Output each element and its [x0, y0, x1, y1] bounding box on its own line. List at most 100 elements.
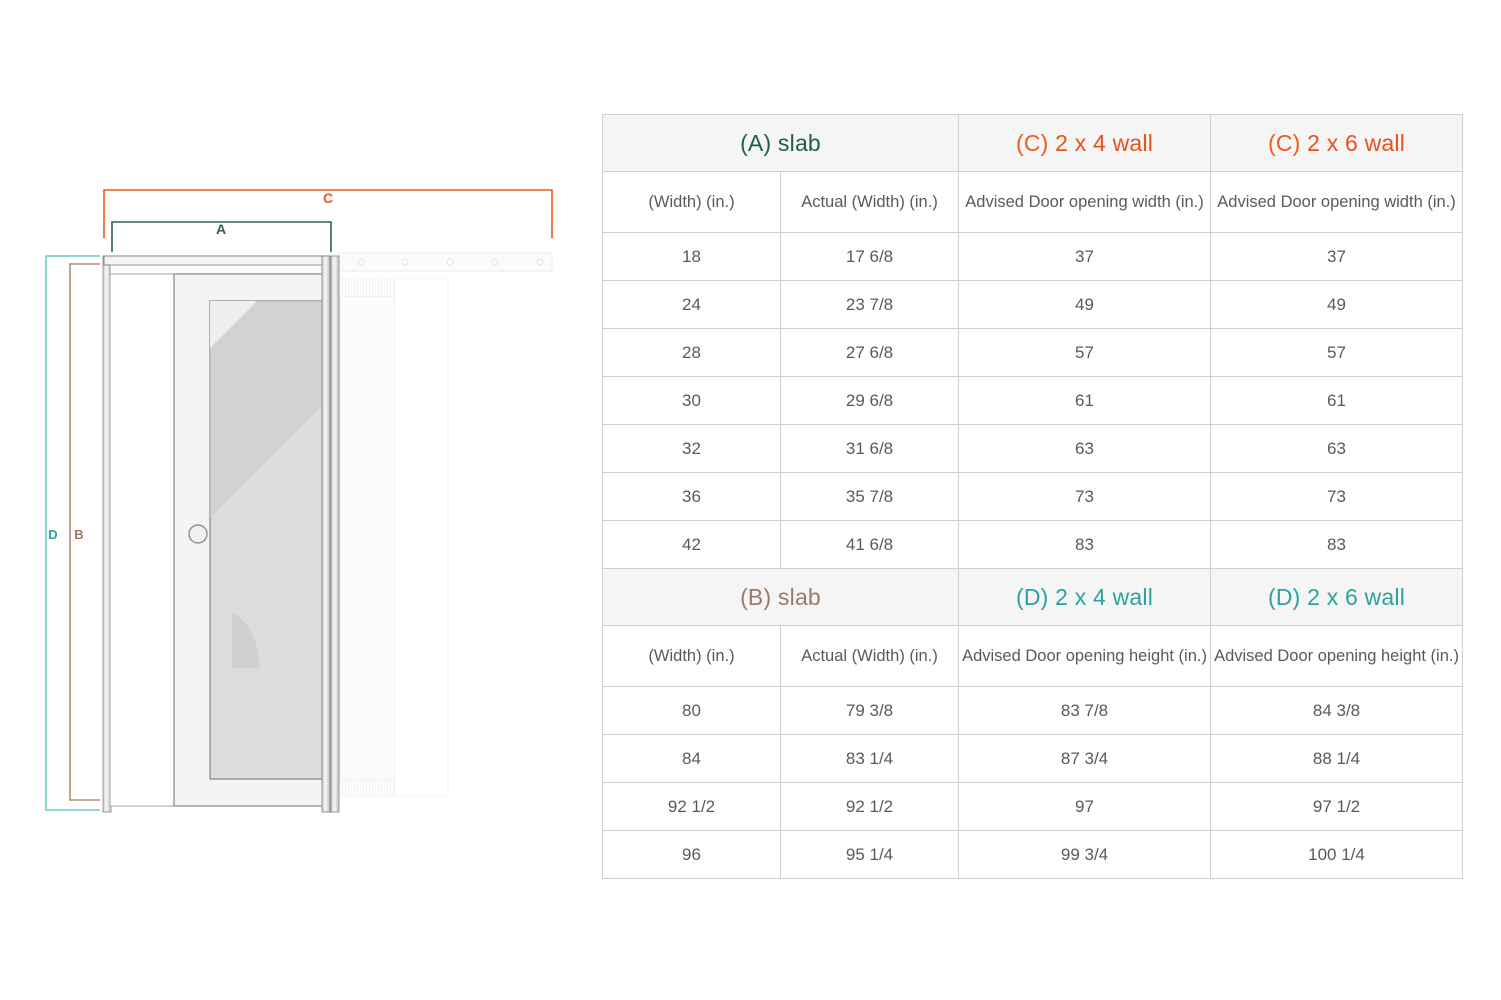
height-block-column-header-2: Advised Door opening height (in.)	[958, 625, 1212, 687]
width-block-group-header-1: (C) 2 x 4 wall	[958, 114, 1212, 172]
track-roller-icon	[401, 258, 409, 266]
table-cell: 57	[958, 328, 1212, 377]
dimension-label-a: A	[216, 221, 226, 237]
width-block-column-header-2: Advised Door opening width (in.)	[958, 171, 1212, 233]
height-block-group-header-row: (B) slab (D) 2 x 4 wall (D) 2 x 6 wall	[601, 568, 1464, 626]
table-cell: 35 7/8	[779, 472, 960, 521]
table-row: 32 31 6/8 63 63	[602, 424, 1464, 473]
table-cell: 63	[1210, 424, 1464, 473]
door-pull-handle-icon	[188, 524, 208, 544]
table-cell: 63	[958, 424, 1212, 473]
table-cell: 80	[602, 686, 781, 735]
dimension-bracket-c: C	[103, 189, 553, 238]
dimension-bracket-d: D	[45, 255, 100, 811]
table-cell: 49	[958, 280, 1212, 329]
group-header-tag: (A)	[740, 129, 772, 156]
height-block-group-header-2: (D) 2 x 6 wall	[1210, 568, 1464, 626]
pocket-door-svg: C A D B	[45, 189, 553, 813]
table-cell: 27 6/8	[779, 328, 960, 377]
table-cell: 84 3/8	[1210, 686, 1464, 735]
height-block-column-header-3: Advised Door opening height (in.)	[1210, 625, 1464, 687]
table-row: 84 83 1/4 87 3/4 88 1/4	[602, 734, 1464, 783]
group-header-tag: (D)	[1016, 583, 1049, 610]
table-cell: 79 3/8	[779, 686, 960, 735]
width-block-group-header-0: (A) slab	[601, 114, 960, 172]
table-cell: 61	[1210, 376, 1464, 425]
dimension-bracket-b: B	[69, 263, 100, 801]
group-header-tag: (D)	[1268, 583, 1301, 610]
track-roller-icon	[357, 258, 365, 266]
spec-table-body: (A) slab (C) 2 x 4 wall (C) 2 x 6 wall (Wid…	[601, 114, 1464, 879]
table-cell: 42	[602, 520, 781, 569]
width-block-column-header-1: Actual (Width) (in.)	[779, 171, 960, 233]
door-head-jamb	[103, 255, 332, 275]
table-cell: 61	[958, 376, 1212, 425]
table-cell: 97	[958, 782, 1212, 831]
glass-lite-panel	[209, 300, 330, 780]
table-row: 18 17 6/8 37 37	[602, 232, 1464, 281]
table-cell: 37	[958, 232, 1212, 281]
table-cell: 29 6/8	[779, 376, 960, 425]
table-cell: 97 1/2	[1210, 782, 1464, 831]
group-header-tag: (C)	[1016, 129, 1049, 156]
table-row: 92 1/2 92 1/2 97 97 1/2	[602, 782, 1464, 831]
table-cell: 49	[1210, 280, 1464, 329]
group-header-text: slab	[771, 129, 821, 156]
group-header-text: slab	[771, 583, 821, 610]
group-header-text: 2 x 4 wall	[1048, 129, 1154, 156]
group-header-text: 2 x 6 wall	[1300, 583, 1406, 610]
door-opening-interior	[109, 273, 175, 807]
track-roller-icon	[446, 258, 454, 266]
width-block-group-header-row: (A) slab (C) 2 x 4 wall (C) 2 x 6 wall	[601, 114, 1464, 172]
height-block-column-header-0: (Width) (in.)	[602, 625, 781, 687]
table-cell: 36	[602, 472, 781, 521]
table-cell: 30	[602, 376, 781, 425]
table-cell: 88 1/4	[1210, 734, 1464, 783]
table-cell: 96	[602, 830, 781, 879]
table-cell: 92 1/2	[602, 782, 781, 831]
table-cell: 83	[958, 520, 1212, 569]
dimension-bracket-a: A	[111, 221, 332, 252]
ghost-door-in-pocket	[340, 296, 395, 780]
dimension-label-c: C	[323, 190, 333, 206]
table-cell: 28	[602, 328, 781, 377]
dimension-label-b: B	[74, 527, 83, 542]
height-block-column-header-1: Actual (Width) (in.)	[779, 625, 960, 687]
table-cell: 95 1/4	[779, 830, 960, 879]
table-cell: 17 6/8	[779, 232, 960, 281]
dimension-label-d: D	[48, 527, 57, 542]
group-header-tag: (B)	[740, 583, 772, 610]
table-cell: 83 7/8	[958, 686, 1212, 735]
top-track-rail	[337, 252, 553, 272]
table-cell: 31 6/8	[779, 424, 960, 473]
spec-table: (A) slab (C) 2 x 4 wall (C) 2 x 6 wall (Wid…	[601, 114, 1464, 879]
group-header-text: 2 x 6 wall	[1300, 129, 1406, 156]
table-row: 24 23 7/8 49 49	[602, 280, 1464, 329]
table-row: 96 95 1/4 99 3/4 100 1/4	[602, 830, 1464, 879]
door-size-spec-tables: (A) slab (C) 2 x 4 wall (C) 2 x 6 wall (Wid…	[601, 114, 1464, 879]
height-block-group-header-1: (D) 2 x 4 wall	[958, 568, 1212, 626]
table-cell: 24	[602, 280, 781, 329]
table-cell: 100 1/4	[1210, 830, 1464, 879]
table-cell: 73	[1210, 472, 1464, 521]
table-cell: 83 1/4	[779, 734, 960, 783]
height-block-column-header-row: (Width) (in.) Actual (Width) (in.) Advised…	[602, 625, 1464, 687]
height-block-group-header-0: (B) slab	[601, 568, 960, 626]
width-block-column-header-3: Advised Door opening width (in.)	[1210, 171, 1464, 233]
table-cell: 92 1/2	[779, 782, 960, 831]
width-block-group-header-2: (C) 2 x 6 wall	[1210, 114, 1464, 172]
width-block-column-header-0: (Width) (in.)	[602, 171, 781, 233]
door-jamb-right	[321, 255, 340, 813]
table-cell: 87 3/4	[958, 734, 1212, 783]
table-cell: 18	[602, 232, 781, 281]
table-cell: 99 3/4	[958, 830, 1212, 879]
table-row: 80 79 3/8 83 7/8 84 3/8	[602, 686, 1464, 735]
track-roller-icon	[536, 258, 544, 266]
table-cell: 32	[602, 424, 781, 473]
table-cell: 83	[1210, 520, 1464, 569]
track-roller-icon	[491, 258, 499, 266]
table-cell: 73	[958, 472, 1212, 521]
table-cell: 41 6/8	[779, 520, 960, 569]
table-row: 36 35 7/8 73 73	[602, 472, 1464, 521]
width-block-column-header-row: (Width) (in.) Actual (Width) (in.) Advised…	[602, 171, 1464, 233]
